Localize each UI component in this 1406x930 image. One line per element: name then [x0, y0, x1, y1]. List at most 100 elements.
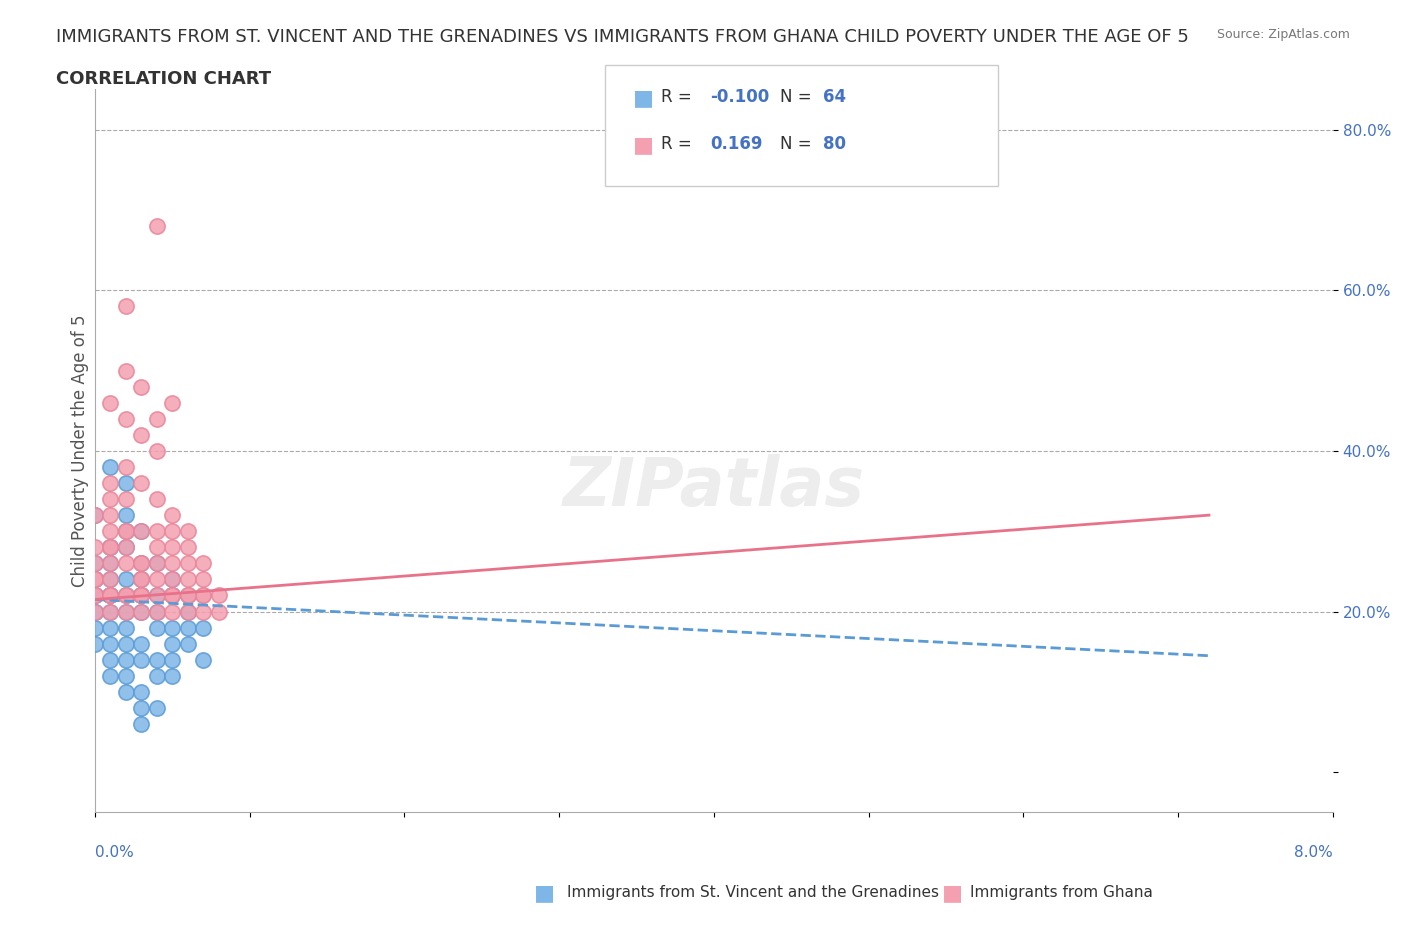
Point	[145, 219, 167, 233]
Text: ■: ■	[942, 883, 963, 903]
Point	[176, 556, 198, 571]
Point	[129, 475, 152, 490]
Text: ■: ■	[534, 883, 555, 903]
Point	[114, 556, 136, 571]
Point	[129, 556, 152, 571]
Point	[129, 588, 152, 603]
Point	[160, 395, 183, 410]
Point	[83, 588, 105, 603]
Point	[114, 508, 136, 523]
Point	[98, 556, 121, 571]
Point	[83, 508, 105, 523]
Point	[129, 636, 152, 651]
Point	[176, 620, 198, 635]
Point	[114, 299, 136, 313]
Point	[98, 539, 121, 554]
Point	[83, 636, 105, 651]
Point	[114, 669, 136, 684]
Point	[98, 588, 121, 603]
Point	[145, 539, 167, 554]
Point	[129, 556, 152, 571]
Point	[176, 524, 198, 538]
Point	[114, 411, 136, 426]
Point	[129, 684, 152, 699]
Point	[145, 652, 167, 667]
Point	[98, 636, 121, 651]
Point	[98, 539, 121, 554]
Point	[145, 411, 167, 426]
Point	[129, 588, 152, 603]
Point	[83, 572, 105, 587]
Point	[129, 572, 152, 587]
Point	[98, 669, 121, 684]
Point	[160, 588, 183, 603]
Point	[114, 604, 136, 619]
Point	[129, 428, 152, 443]
Point	[145, 588, 167, 603]
Point	[83, 588, 105, 603]
Point	[114, 588, 136, 603]
Point	[98, 588, 121, 603]
Point	[207, 604, 229, 619]
Text: N =: N =	[780, 135, 817, 153]
Point	[129, 524, 152, 538]
Point	[83, 572, 105, 587]
Point	[160, 620, 183, 635]
Point	[145, 669, 167, 684]
Text: CORRELATION CHART: CORRELATION CHART	[56, 70, 271, 87]
Text: Immigrants from Ghana: Immigrants from Ghana	[970, 885, 1153, 900]
Point	[98, 604, 121, 619]
Point	[98, 588, 121, 603]
Point	[98, 539, 121, 554]
Point	[129, 717, 152, 732]
Point	[129, 572, 152, 587]
Point	[98, 508, 121, 523]
Point	[145, 588, 167, 603]
Text: -0.100: -0.100	[710, 88, 769, 106]
Point	[145, 444, 167, 458]
Point	[207, 588, 229, 603]
Point	[114, 684, 136, 699]
Point	[114, 604, 136, 619]
Point	[160, 652, 183, 667]
Point	[176, 588, 198, 603]
Point	[160, 669, 183, 684]
Point	[191, 556, 214, 571]
Point	[176, 588, 198, 603]
Point	[98, 604, 121, 619]
Text: ZIPatlas: ZIPatlas	[562, 454, 865, 520]
Point	[191, 572, 214, 587]
Point	[129, 604, 152, 619]
Point	[145, 604, 167, 619]
Point	[98, 556, 121, 571]
Point	[83, 604, 105, 619]
Point	[160, 604, 183, 619]
Text: ■: ■	[633, 88, 654, 109]
Point	[176, 572, 198, 587]
Point	[98, 588, 121, 603]
Point	[83, 588, 105, 603]
Point	[83, 508, 105, 523]
Point	[129, 588, 152, 603]
Point	[83, 588, 105, 603]
Point	[114, 524, 136, 538]
Point	[83, 620, 105, 635]
Point	[83, 604, 105, 619]
Point	[98, 492, 121, 507]
Point	[83, 539, 105, 554]
Text: R =: R =	[661, 88, 697, 106]
Point	[129, 588, 152, 603]
Text: ■: ■	[633, 135, 654, 155]
Point	[114, 588, 136, 603]
Point	[145, 556, 167, 571]
Point	[114, 459, 136, 474]
Point	[98, 572, 121, 587]
Point	[98, 572, 121, 587]
Point	[114, 588, 136, 603]
Point	[98, 459, 121, 474]
Point	[176, 604, 198, 619]
Point	[114, 620, 136, 635]
Point	[145, 524, 167, 538]
Point	[191, 588, 214, 603]
Point	[129, 604, 152, 619]
